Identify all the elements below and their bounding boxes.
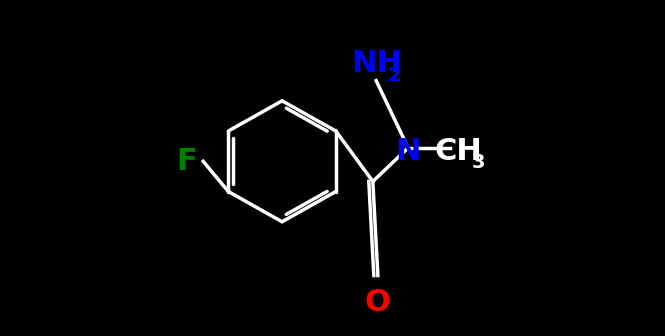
Text: N: N — [396, 137, 421, 166]
Text: 2: 2 — [388, 66, 402, 85]
Text: F: F — [176, 147, 197, 176]
Text: 3: 3 — [472, 154, 485, 172]
Text: CH: CH — [435, 137, 482, 166]
Text: NH: NH — [351, 49, 402, 78]
Text: O: O — [365, 288, 391, 317]
